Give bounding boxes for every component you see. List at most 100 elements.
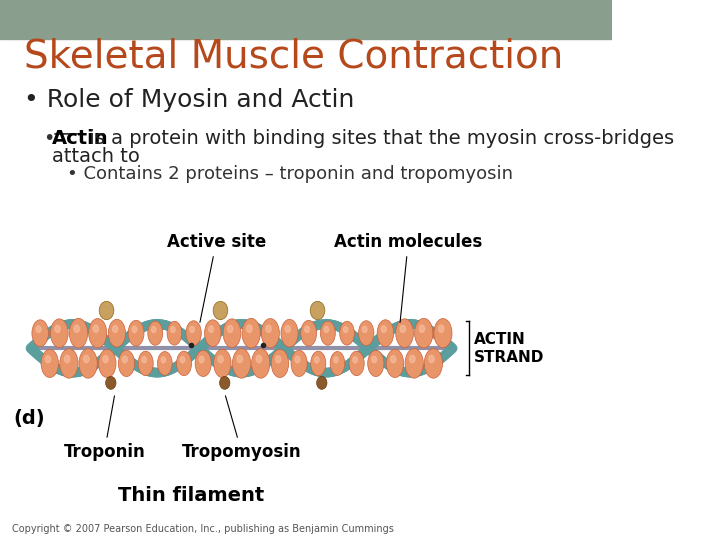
Ellipse shape — [324, 327, 328, 333]
Ellipse shape — [438, 325, 444, 333]
Ellipse shape — [148, 321, 163, 345]
Ellipse shape — [271, 349, 289, 377]
Ellipse shape — [281, 319, 298, 347]
Text: •: • — [42, 129, 54, 147]
Text: Tropomyosin: Tropomyosin — [181, 396, 302, 461]
Ellipse shape — [359, 321, 374, 346]
Ellipse shape — [214, 349, 231, 377]
Text: Troponin: Troponin — [63, 396, 145, 461]
Ellipse shape — [132, 326, 137, 333]
Ellipse shape — [405, 349, 423, 378]
Ellipse shape — [349, 351, 364, 376]
Ellipse shape — [60, 349, 78, 378]
Text: is a protein with binding sites that the myosin cross-bridges: is a protein with binding sites that the… — [83, 129, 674, 147]
Ellipse shape — [64, 355, 70, 363]
Ellipse shape — [99, 301, 114, 320]
Ellipse shape — [99, 349, 116, 377]
Ellipse shape — [186, 321, 202, 346]
Ellipse shape — [372, 356, 377, 363]
Ellipse shape — [106, 376, 116, 389]
Ellipse shape — [103, 356, 108, 363]
Ellipse shape — [237, 355, 243, 363]
Ellipse shape — [220, 376, 230, 389]
Ellipse shape — [242, 319, 261, 348]
Ellipse shape — [266, 325, 271, 333]
Ellipse shape — [343, 327, 348, 333]
Ellipse shape — [36, 326, 41, 333]
Ellipse shape — [209, 326, 214, 333]
Ellipse shape — [108, 319, 125, 347]
Ellipse shape — [434, 319, 452, 348]
Ellipse shape — [228, 325, 233, 333]
Ellipse shape — [199, 356, 204, 363]
Ellipse shape — [69, 319, 88, 348]
Ellipse shape — [41, 349, 58, 377]
Ellipse shape — [180, 357, 185, 363]
Ellipse shape — [311, 351, 326, 376]
Ellipse shape — [195, 350, 211, 376]
Text: Actin: Actin — [52, 129, 109, 147]
Ellipse shape — [246, 325, 252, 333]
Ellipse shape — [362, 326, 367, 333]
Ellipse shape — [128, 320, 144, 346]
Ellipse shape — [55, 325, 60, 333]
Text: ACTIN
STRAND: ACTIN STRAND — [474, 332, 544, 365]
Ellipse shape — [291, 350, 307, 376]
Ellipse shape — [396, 319, 413, 348]
Ellipse shape — [50, 319, 68, 348]
Ellipse shape — [315, 357, 319, 363]
Ellipse shape — [223, 319, 240, 348]
Bar — [0, 0, 611, 39]
Ellipse shape — [167, 321, 181, 345]
Text: Copyright © 2007 Pearson Education, Inc., publishing as Benjamin Cummings: Copyright © 2007 Pearson Education, Inc.… — [12, 523, 394, 534]
Ellipse shape — [301, 320, 317, 346]
Text: Thin filament: Thin filament — [118, 486, 264, 505]
Ellipse shape — [317, 376, 327, 389]
Ellipse shape — [424, 349, 443, 378]
Ellipse shape — [310, 301, 325, 320]
Ellipse shape — [190, 326, 194, 333]
Ellipse shape — [320, 321, 336, 345]
Ellipse shape — [305, 326, 310, 333]
Ellipse shape — [368, 350, 384, 376]
Text: • Role of Myosin and Actin: • Role of Myosin and Actin — [24, 88, 355, 112]
Ellipse shape — [176, 351, 192, 376]
Ellipse shape — [251, 349, 270, 378]
Ellipse shape — [122, 356, 127, 363]
Ellipse shape — [158, 352, 172, 375]
Ellipse shape — [334, 357, 338, 363]
Ellipse shape — [340, 321, 354, 345]
Ellipse shape — [410, 355, 415, 363]
Ellipse shape — [353, 357, 357, 363]
Text: (d): (d) — [14, 409, 45, 428]
Ellipse shape — [112, 326, 118, 333]
Ellipse shape — [45, 356, 50, 363]
Ellipse shape — [118, 350, 135, 376]
Ellipse shape — [74, 325, 79, 333]
Ellipse shape — [151, 327, 156, 333]
Ellipse shape — [400, 325, 405, 333]
Ellipse shape — [233, 349, 251, 378]
Ellipse shape — [93, 325, 99, 333]
Ellipse shape — [415, 319, 433, 348]
Text: Skeletal Muscle Contraction: Skeletal Muscle Contraction — [24, 38, 564, 76]
Ellipse shape — [330, 352, 345, 375]
Ellipse shape — [218, 356, 223, 363]
Ellipse shape — [285, 326, 290, 333]
Ellipse shape — [171, 327, 175, 333]
Ellipse shape — [419, 325, 425, 333]
Ellipse shape — [429, 355, 434, 363]
Ellipse shape — [32, 320, 48, 347]
Ellipse shape — [276, 356, 281, 363]
Text: Actin molecules: Actin molecules — [334, 233, 482, 322]
Ellipse shape — [161, 357, 166, 363]
Ellipse shape — [377, 320, 394, 347]
Ellipse shape — [142, 357, 146, 363]
Ellipse shape — [295, 356, 300, 363]
Text: Active site: Active site — [166, 233, 266, 322]
Ellipse shape — [204, 320, 221, 347]
Text: attach to: attach to — [52, 147, 140, 166]
Ellipse shape — [261, 319, 279, 348]
Ellipse shape — [387, 349, 404, 377]
Ellipse shape — [79, 349, 97, 378]
